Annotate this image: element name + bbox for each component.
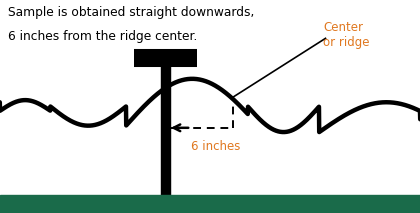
Text: Sample is obtained straight downwards,: Sample is obtained straight downwards, bbox=[8, 6, 255, 19]
Text: 6 inches: 6 inches bbox=[191, 140, 241, 153]
Text: Center
or ridge: Center or ridge bbox=[323, 21, 370, 49]
Bar bbox=[0, 195, 420, 213]
Text: 6 inches from the ridge center.: 6 inches from the ridge center. bbox=[8, 30, 198, 43]
